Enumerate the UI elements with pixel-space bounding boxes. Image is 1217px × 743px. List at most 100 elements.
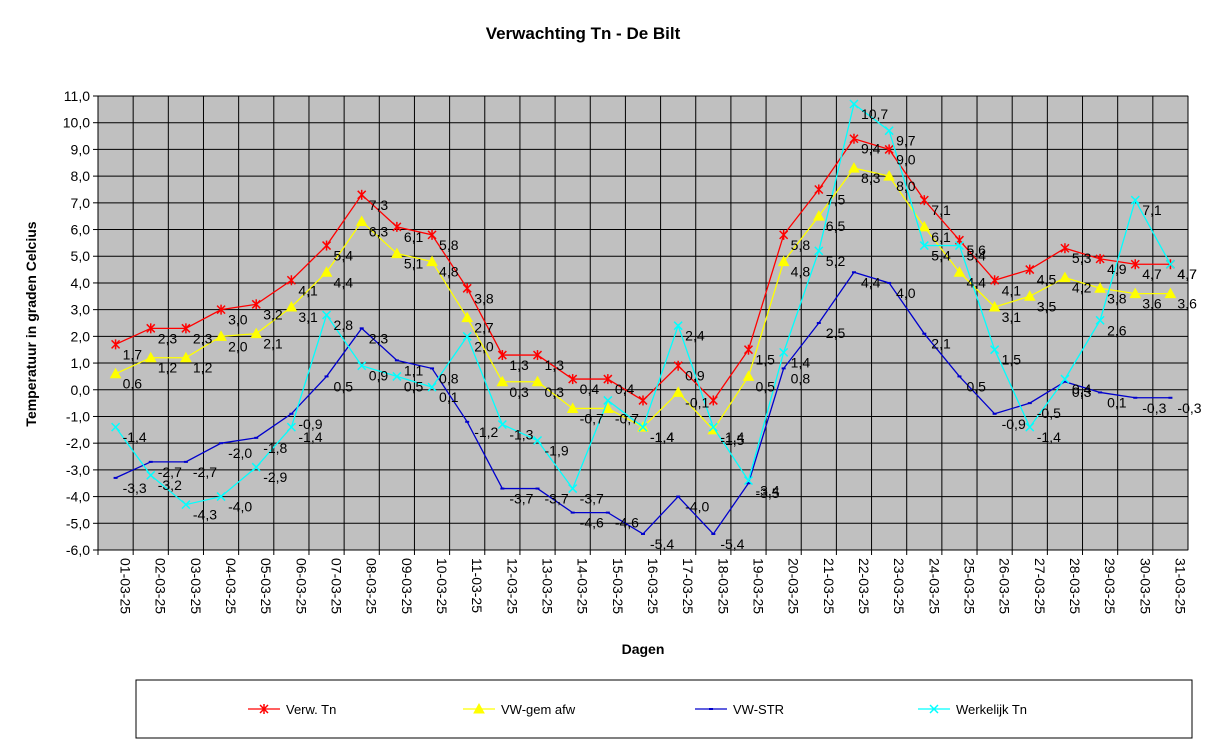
marker-shape xyxy=(777,255,790,267)
x-tick-label: 18-03-25 xyxy=(715,558,731,614)
marker-shape xyxy=(1059,271,1071,283)
marker-stroke xyxy=(181,500,191,510)
data-label-vw-str: 4,4 xyxy=(861,274,881,290)
point-werkelijk-tn xyxy=(532,435,543,446)
marker-stroke xyxy=(779,347,789,357)
point-vw-str xyxy=(1098,391,1103,394)
point-vw-gem-afw xyxy=(496,375,509,387)
point-verw-tn xyxy=(1025,264,1035,275)
y-axis-ticks: -6,0 -5,0 -4,0 -3,0 -2,0 -1,0 0,0 1,0 2,0 3,0 4,0 5… xyxy=(63,88,98,558)
x-tick-label: 11-03-25 xyxy=(469,558,485,613)
marker-shape xyxy=(1168,396,1173,399)
data-label-werkelijk-tn: 1,4 xyxy=(791,354,811,370)
marker-shape xyxy=(355,215,368,227)
marker-shape xyxy=(709,708,713,710)
data-label-verw-tn: 1,7 xyxy=(123,346,143,362)
point-verw-tn xyxy=(146,323,156,334)
data-label-vw-gem-afw: 2,7 xyxy=(474,320,494,336)
y-tick-label: -2,0 xyxy=(66,435,90,451)
point-vw-gem-afw xyxy=(848,162,860,173)
data-label-vw-gem-afw: 2,0 xyxy=(228,338,248,354)
point-verw-tn xyxy=(392,221,402,232)
point-verw-tn xyxy=(1130,259,1140,270)
marker-shape xyxy=(465,420,470,423)
data-label-werkelijk-tn: 5,4 xyxy=(931,248,951,264)
point-verw-tn xyxy=(497,350,507,361)
data-label-werkelijk-tn: -1,4 xyxy=(720,429,744,445)
data-label-vw-gem-afw: 4,2 xyxy=(1072,280,1092,296)
data-label-verw-tn: 1,5 xyxy=(755,352,775,368)
data-label-vw-gem-afw: 0,5 xyxy=(755,378,775,394)
marker-shape xyxy=(676,495,681,498)
data-label-vw-gem-afw: 1,2 xyxy=(193,360,213,376)
marker-shape xyxy=(918,220,931,232)
data-label-vw-gem-afw: 6,5 xyxy=(826,218,846,234)
plot-background xyxy=(97,95,1189,551)
data-label-vw-gem-afw: 3,8 xyxy=(1107,290,1127,306)
y-tick-label: 4,0 xyxy=(71,275,91,291)
point-vw-gem-afw xyxy=(1094,282,1106,293)
x-tick-label: 13-03-25 xyxy=(540,558,556,614)
marker-stroke xyxy=(638,422,648,432)
marker-stroke xyxy=(462,331,472,341)
data-label-vw-str: -3,5 xyxy=(755,485,779,501)
point-verw-tn xyxy=(181,323,191,334)
x-tick-label: 27-03-25 xyxy=(1032,558,1048,614)
legend-label-verw-tn: Verw. Tn xyxy=(286,702,336,717)
x-axis-ticks: 01-03-25 02-03-25 03-03-25 04-03-25 05-03-25… xyxy=(97,550,1188,614)
marker-stroke xyxy=(884,126,894,136)
marker-shape xyxy=(500,487,505,490)
point-vw-gem-afw xyxy=(531,375,544,387)
point-verw-tn xyxy=(779,229,789,240)
point-vw-str xyxy=(535,487,540,490)
marker-shape xyxy=(957,375,962,378)
y-tick-label: 10,0 xyxy=(63,115,90,131)
x-tick-label: 22-03-25 xyxy=(856,558,872,614)
x-tick-label: 03-03-25 xyxy=(188,558,204,614)
data-label-vw-gem-afw: 0,6 xyxy=(123,376,143,392)
data-label-vw-gem-afw: -0,1 xyxy=(685,394,709,410)
data-label-vw-str: -3,3 xyxy=(123,480,147,496)
plot-area xyxy=(97,95,1189,551)
point-vw-str xyxy=(219,442,224,445)
point-vw-gem-afw xyxy=(988,300,1001,312)
x-tick-label: 31-03-25 xyxy=(1172,558,1188,614)
point-vw-str xyxy=(922,332,927,335)
y-tick-label: 2,0 xyxy=(71,328,91,344)
marker-shape xyxy=(324,375,329,378)
marker-shape xyxy=(746,482,751,485)
data-label-werkelijk-tn: 2,8 xyxy=(334,317,354,333)
point-vw-str xyxy=(289,412,294,415)
marker-stroke xyxy=(673,321,683,331)
marker-shape xyxy=(1094,282,1106,293)
marker-shape xyxy=(742,370,755,381)
marker-shape xyxy=(394,359,399,362)
point-vw-gem-afw xyxy=(320,266,333,277)
point-vw-str xyxy=(254,436,259,439)
marker-shape xyxy=(781,367,786,370)
marker-shape xyxy=(672,386,685,397)
point-werkelijk-tn xyxy=(462,331,472,341)
x-tick-label: 16-03-25 xyxy=(645,558,661,614)
point-vw-str xyxy=(605,511,610,514)
data-label-werkelijk-tn: 5,4 xyxy=(966,248,986,264)
data-label-vw-str: -3,7 xyxy=(545,491,569,507)
y-tick-label: 11,0 xyxy=(64,88,90,104)
data-label-werkelijk-tn: 7,1 xyxy=(1142,202,1162,218)
marker-shape xyxy=(496,375,509,387)
marker-stroke xyxy=(849,99,859,109)
data-label-werkelijk-tn: 10,7 xyxy=(861,106,888,122)
legend-marker-vw-str xyxy=(709,708,713,710)
point-werkelijk-tn xyxy=(1025,422,1035,432)
marker-stroke xyxy=(1025,422,1035,432)
x-tick-label: 09-03-25 xyxy=(399,558,415,614)
marker-shape xyxy=(922,332,927,335)
y-tick-label: 3,0 xyxy=(71,302,91,318)
point-verw-tn xyxy=(1095,253,1105,264)
data-label-werkelijk-tn: -3,7 xyxy=(580,491,604,507)
marker-shape xyxy=(219,442,224,445)
marker-stroke xyxy=(216,492,226,502)
data-label-werkelijk-tn: 1,5 xyxy=(1002,352,1022,368)
y-tick-label: 0,0 xyxy=(71,382,91,398)
point-werkelijk-tn xyxy=(568,484,578,494)
